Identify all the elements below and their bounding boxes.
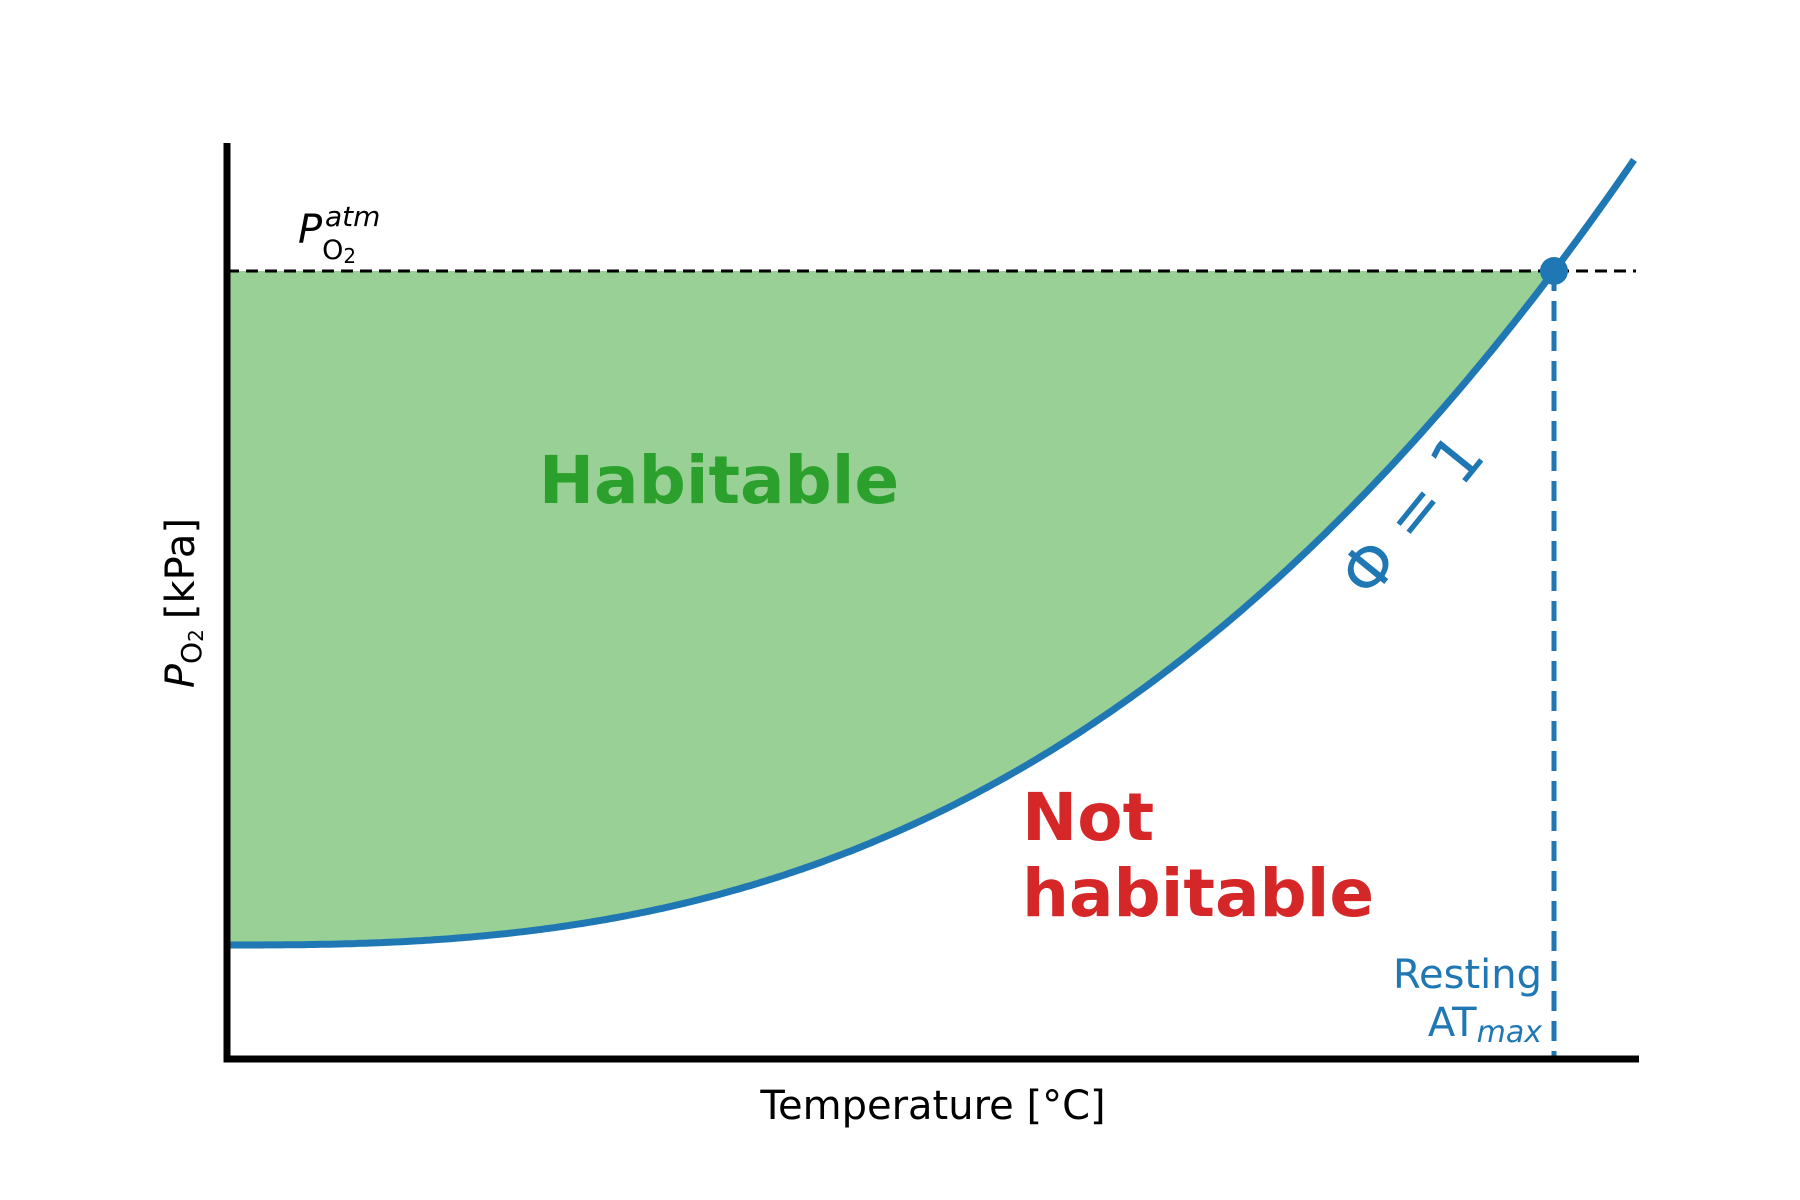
atmax-label: ATmax: [1428, 1000, 1542, 1050]
habitable-word-label: habitable: [1022, 855, 1374, 932]
intersection-point: [1540, 257, 1568, 285]
ref-symbol: P: [298, 207, 323, 253]
ref-sub: O: [322, 235, 343, 266]
axes: [223, 143, 1639, 1063]
reference-label: PO2 atm: [298, 200, 380, 268]
x-axis-label: Temperature [°C]: [759, 1083, 1105, 1129]
at-base: AT: [1428, 1000, 1477, 1046]
y-sub: O: [175, 642, 208, 664]
habitable-label: Habitable: [539, 442, 899, 519]
ref-sup: atm: [325, 200, 380, 233]
resting-label: Resting: [1393, 952, 1542, 998]
phi-curve: [230, 157, 1637, 949]
y-axis-label: PO2 [kPa]: [158, 518, 208, 688]
habitable-region: [227, 271, 1554, 945]
y-subsub: 2: [184, 629, 208, 642]
ref-subsub: 2: [343, 244, 356, 268]
not-label: Not: [1022, 779, 1154, 856]
at-sub: max: [1477, 1015, 1543, 1050]
y-unit: [kPa]: [158, 518, 204, 619]
y-symbol: P: [158, 663, 204, 688]
